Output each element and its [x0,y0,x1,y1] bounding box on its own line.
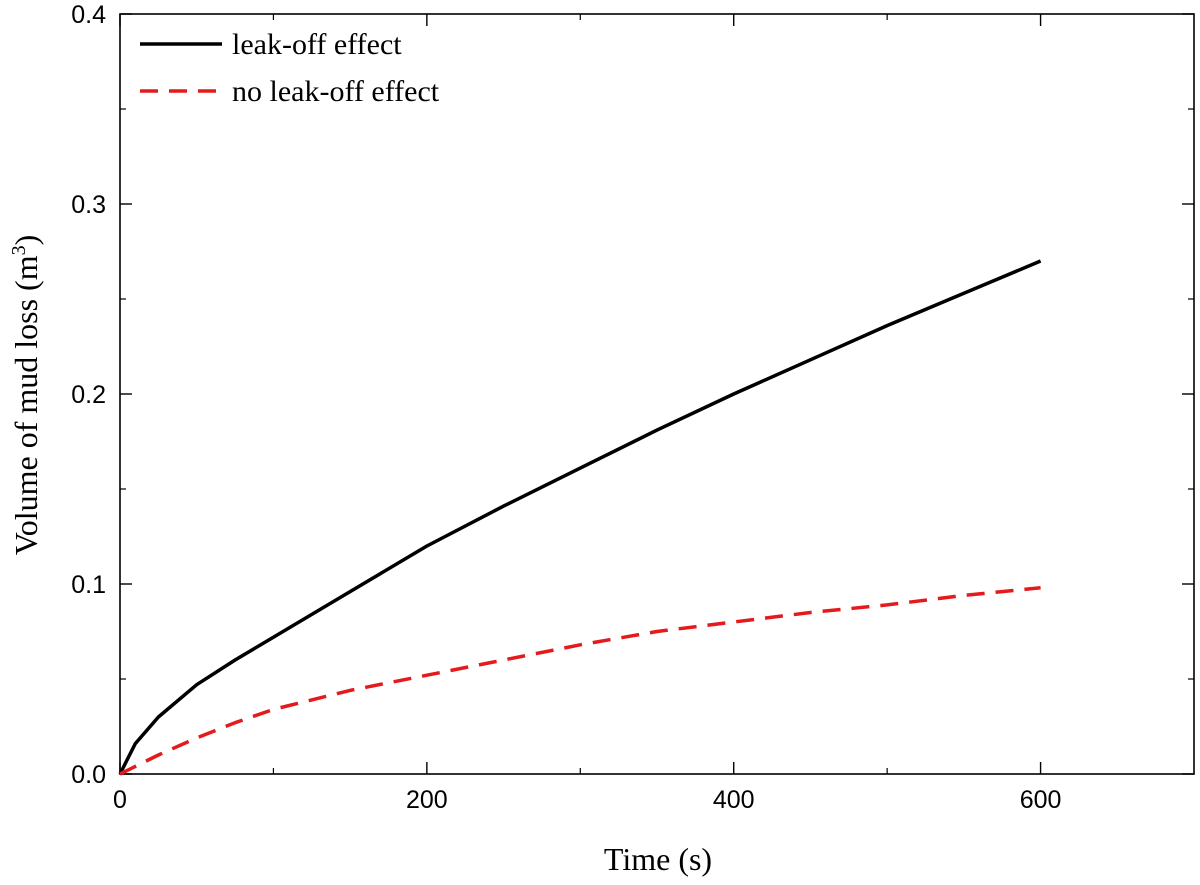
x-tick-label: 0 [113,786,127,814]
y-tick-label: 0.1 [71,571,106,599]
y-axis-title-close: ) [8,235,44,246]
legend: leak-off effect no leak-off effect [140,28,440,108]
y-axis-title: Volume of mud loss (m3) [8,235,44,556]
series-lines [118,259,1042,776]
y-axis-title-superscript: 3 [8,245,30,255]
y-tick-label: 0.2 [71,381,106,409]
legend-label-leak-off: leak-off effect [232,28,402,61]
x-axis-title: Time (s) [604,841,712,877]
series-line-leak-off [118,259,1042,775]
legend-label-no-leak-off: no leak-off effect [232,75,440,108]
plot-area [119,13,1195,775]
x-tick-label: 200 [406,786,448,814]
x-tick-label: 400 [713,786,755,814]
axis-ticks: 0 200 400 600 0.0 0.1 0.2 0.3 0.4 [71,1,1194,814]
plot-frame [119,13,1195,775]
series-line-no-leak-off [119,586,1041,776]
x-tick-label: 600 [1020,786,1062,814]
y-tick-label: 0.3 [71,191,106,219]
y-tick-label: 0.0 [71,761,106,789]
y-tick-label: 0.4 [71,1,106,29]
y-axis-title-main: Volume of mud loss (m [8,255,44,555]
